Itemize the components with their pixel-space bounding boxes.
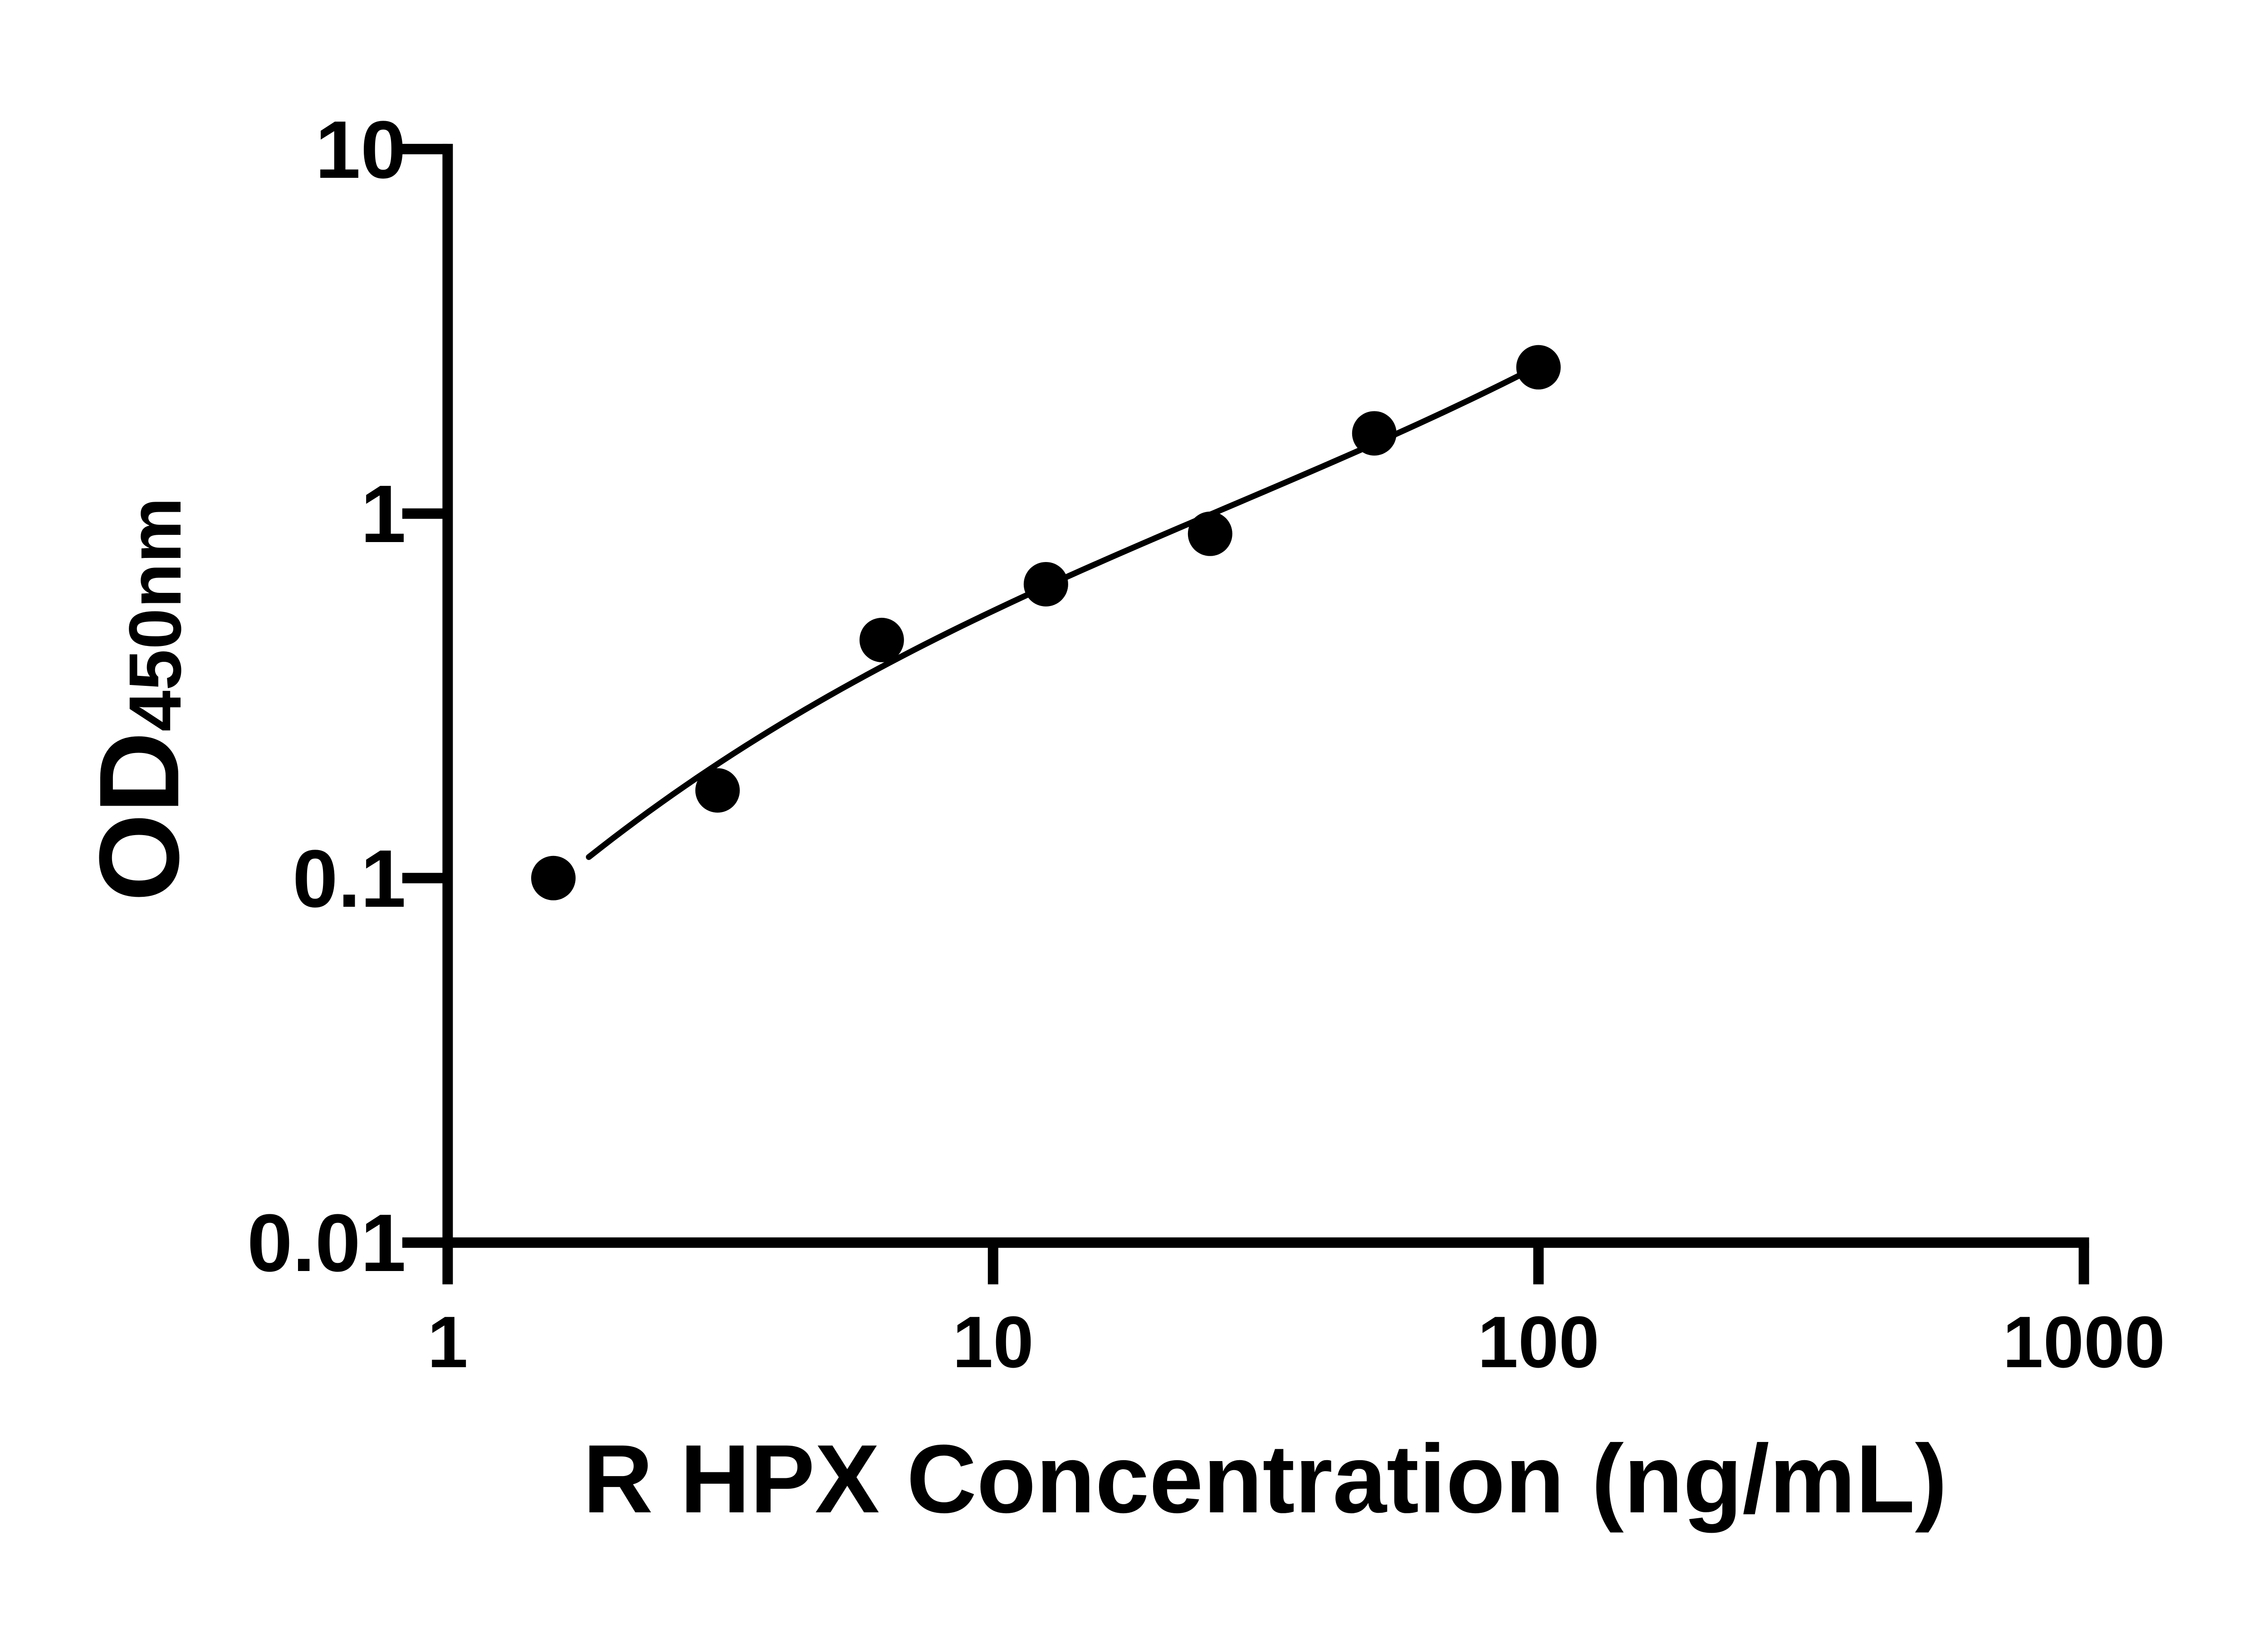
svg-text:1: 1	[427, 1301, 468, 1383]
svg-text:0.01: 0.01	[247, 1198, 406, 1289]
svg-text:10: 10	[953, 1301, 1034, 1383]
svg-text:R HPX Concentration (ng/mL): R HPX Concentration (ng/mL)	[583, 1425, 1947, 1533]
svg-text:10: 10	[315, 104, 406, 196]
svg-text:100: 100	[1477, 1301, 1599, 1383]
svg-text:1000: 1000	[2003, 1301, 2165, 1383]
svg-text:1: 1	[361, 469, 406, 560]
svg-text:0.1: 0.1	[293, 833, 406, 924]
